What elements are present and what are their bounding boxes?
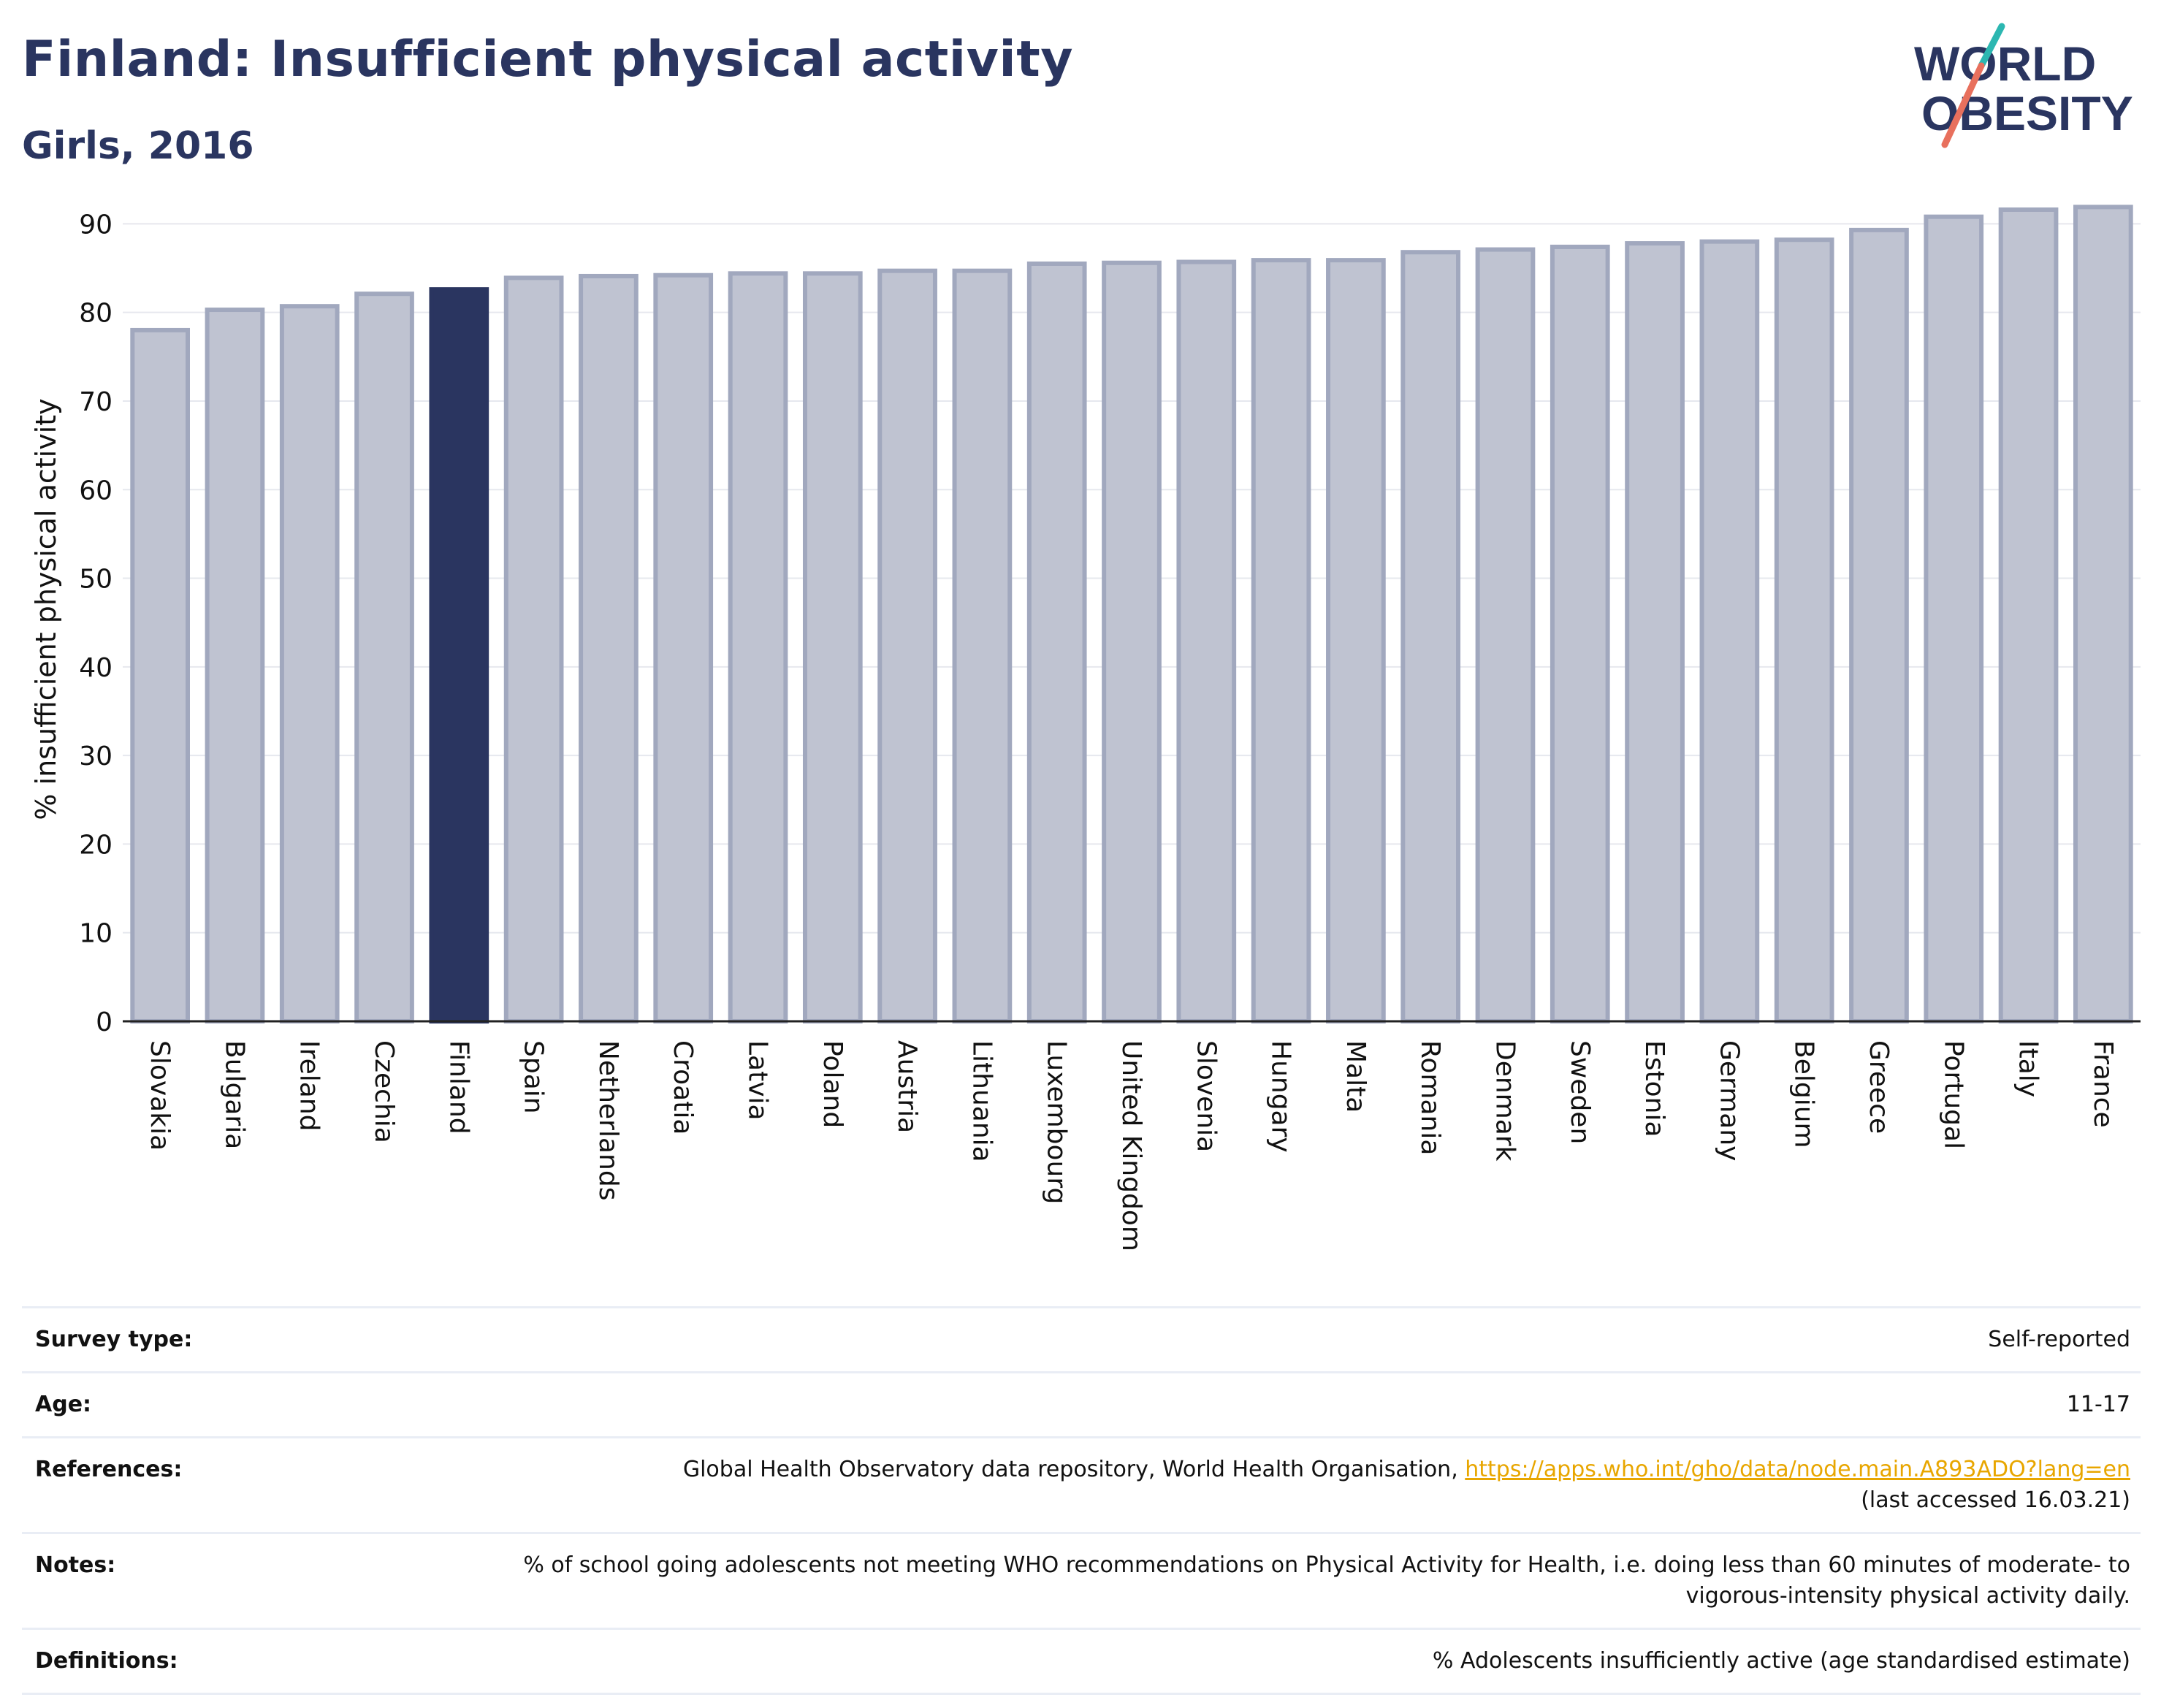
bar-poland: [802, 271, 863, 1023]
x-tick-label: Greece: [1864, 1040, 1894, 1134]
x-tick-label: Luxembourg: [1042, 1040, 1072, 1204]
bar-lithuania: [952, 268, 1013, 1023]
x-tick-label: Slovenia: [1191, 1040, 1221, 1152]
x-tick-label: Malta: [1341, 1040, 1371, 1113]
chart-subtitle: Girls, 2016: [22, 124, 254, 168]
x-tick-label: Netherlands: [593, 1040, 623, 1200]
y-tick-label: 60: [79, 476, 113, 506]
reference-accessed: (last accessed 16.03.21): [1861, 1487, 2130, 1513]
bar-malta: [1326, 258, 1386, 1024]
bar-slovenia: [1176, 259, 1237, 1023]
meta-row-references: References: Global Health Observatory da…: [22, 1436, 2141, 1532]
bar-austria: [877, 268, 937, 1023]
meta-label: Survey type:: [35, 1327, 193, 1352]
x-tick-label: Portugal: [1938, 1040, 1968, 1149]
world-obesity-logo: WORLD OBESITY: [1914, 23, 2133, 148]
bar-italy: [1998, 207, 2059, 1024]
bar-croatia: [653, 272, 714, 1023]
bar-luxembourg: [1026, 261, 1087, 1023]
bar-czechia: [354, 291, 414, 1023]
bar-bulgaria: [205, 308, 265, 1023]
logo-slash-teal: [1978, 23, 2005, 69]
x-tick-label: Slovakia: [145, 1040, 175, 1151]
logo-text-world: WORLD: [1914, 37, 2096, 91]
x-tick-label: Belgium: [1789, 1040, 1819, 1148]
bar-latvia: [728, 271, 788, 1023]
x-tick-label: France: [2088, 1040, 2118, 1128]
meta-value-references: Global Health Observatory data repositor…: [683, 1455, 2130, 1516]
y-tick-label: 0: [96, 1007, 113, 1037]
meta-label: Definitions:: [35, 1648, 178, 1674]
x-tick-label: United Kingdom: [1116, 1040, 1146, 1251]
x-tick-label: Sweden: [1565, 1040, 1595, 1144]
meta-label: Notes:: [35, 1552, 116, 1578]
chart-title: Finland: Insufficient physical activity: [22, 31, 1074, 88]
meta-row-age: Age: 11-17: [22, 1371, 2141, 1436]
bar-hungary: [1251, 258, 1311, 1024]
bar-sweden: [1550, 244, 1610, 1023]
x-tick-label: Czechia: [369, 1040, 399, 1143]
bar-portugal: [1924, 214, 1984, 1024]
bar-germany: [1699, 239, 1760, 1024]
reference-text: Global Health Observatory data repositor…: [682, 1457, 1466, 1482]
y-tick-label: 50: [79, 565, 113, 595]
x-tick-label: Poland: [817, 1040, 847, 1128]
x-tick-label: Latvia: [743, 1040, 773, 1121]
bar-united-kingdom: [1102, 260, 1162, 1023]
x-tick-label: Italy: [2013, 1040, 2043, 1097]
x-tick-label: Bulgaria: [219, 1040, 249, 1149]
x-tick-label: Germany: [1714, 1040, 1744, 1161]
meta-label: References:: [35, 1457, 183, 1482]
y-tick-label: 80: [79, 299, 113, 329]
y-tick-labels: 0 10 20 30 40 50 60 70 80 90: [79, 210, 113, 1037]
x-tick-label: Austria: [892, 1040, 922, 1133]
bar-netherlands: [579, 273, 639, 1024]
x-tick-label: Romania: [1415, 1040, 1445, 1155]
meta-row-notes: Notes: % of school going adolescents not…: [22, 1532, 2141, 1628]
bars: [130, 205, 2133, 1024]
y-tick-label: 40: [79, 653, 113, 683]
y-tick-label: 10: [79, 919, 113, 949]
meta-row-definitions: Definitions: % Adolescents insufficientl…: [22, 1628, 2141, 1695]
y-tick-label: 20: [79, 830, 113, 860]
bar-estonia: [1625, 241, 1685, 1024]
metadata-table: Survey type: Self-reported Age: 11-17 Re…: [22, 1306, 2141, 1695]
logo-slash-coral: [1941, 62, 1985, 148]
y-tick-label: 90: [79, 210, 113, 240]
bar-romania: [1400, 250, 1461, 1024]
bar-finland: [429, 287, 489, 1024]
y-tick-label: 30: [79, 741, 113, 771]
bar-denmark: [1475, 247, 1536, 1023]
x-tick-label: Lithuania: [967, 1040, 996, 1162]
bar-slovakia: [130, 327, 190, 1023]
bar-spain: [503, 275, 564, 1023]
meta-value: Self-reported: [1988, 1327, 2130, 1352]
bar-belgium: [1774, 237, 1834, 1023]
x-tick-label: Estonia: [1639, 1040, 1669, 1137]
bar-france: [2073, 205, 2133, 1024]
x-tick-label: Hungary: [1266, 1040, 1296, 1153]
x-tick-label: Croatia: [668, 1040, 698, 1135]
y-axis-label: % insufficient physical activity: [30, 398, 62, 820]
x-tick-label: Ireland: [294, 1040, 324, 1132]
bar-chart: 0 10 20 30 40 50 60 70 80 90 Slovakia Bulgaria Irel…: [30, 205, 2141, 1251]
bar-ireland: [279, 304, 340, 1024]
reference-link[interactable]: https://apps.who.int/gho/data/node.main.…: [1465, 1457, 2130, 1482]
meta-value: 11-17: [2066, 1392, 2130, 1417]
y-tick-label: 70: [79, 387, 113, 417]
x-tick-labels: Slovakia Bulgaria Ireland Czechia Finland Spa…: [145, 1040, 2118, 1251]
x-tick-label: Finland: [443, 1040, 473, 1135]
meta-value: % of school going adolescents not meetin…: [523, 1552, 2130, 1609]
meta-row-survey-type: Survey type: Self-reported: [22, 1306, 2141, 1371]
x-tick-label: Spain: [519, 1040, 549, 1114]
meta-value: % Adolescents insufficiently active (age…: [1432, 1648, 2130, 1674]
bar-greece: [1849, 227, 1909, 1023]
x-tick-label: Denmark: [1490, 1040, 1520, 1162]
meta-label: Age:: [35, 1392, 92, 1417]
